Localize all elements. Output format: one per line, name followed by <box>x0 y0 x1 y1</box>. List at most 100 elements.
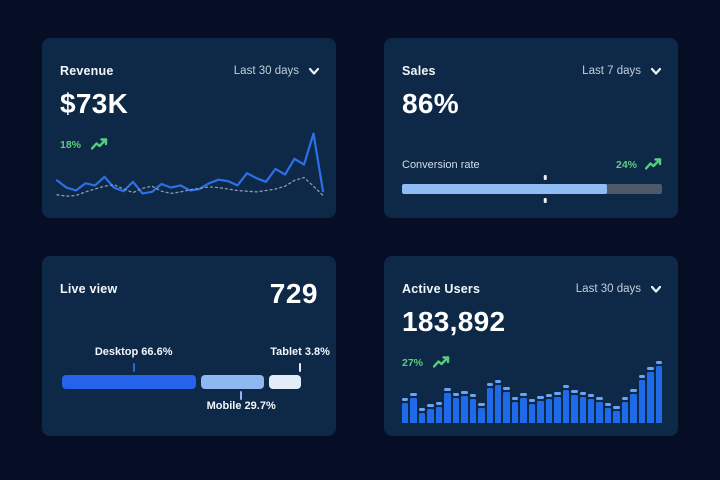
users-bar <box>503 387 510 423</box>
device-breakdown-chart: Desktop 66.6% Mobile 29.7% Tablet 3.8% <box>62 346 330 418</box>
users-bar-body <box>613 410 620 423</box>
conversion-rate-delta: 24% <box>616 158 662 171</box>
users-bar-body <box>537 400 544 423</box>
progress-marker-tick <box>543 175 547 180</box>
users-bar <box>655 361 663 423</box>
users-bar-cap <box>418 407 426 411</box>
device-bar <box>62 375 318 389</box>
conversion-rate-row: Conversion rate 24% <box>402 158 662 171</box>
users-bar-cap <box>647 367 654 371</box>
sales-card-title: Sales <box>402 64 436 78</box>
users-bar-cap <box>571 389 578 393</box>
trend-up-icon <box>645 158 662 170</box>
users-bar <box>554 392 561 423</box>
chevron-down-icon <box>650 285 662 293</box>
users-bar-body <box>554 397 561 423</box>
device-tick-tablet <box>299 363 302 372</box>
users-bar <box>579 392 586 423</box>
conversion-progress-bar[interactable] <box>402 175 662 203</box>
users-bar-cap <box>410 393 417 397</box>
users-bar <box>511 396 519 423</box>
users-bar <box>520 393 527 423</box>
active-users-range-label: Last 30 days <box>575 283 641 295</box>
users-bar <box>528 399 536 423</box>
users-bar-cap <box>621 396 629 400</box>
users-bar-cap <box>655 361 663 364</box>
users-bar-body <box>402 403 409 423</box>
users-bar-body <box>478 408 485 423</box>
device-segment-desktop[interactable] <box>62 375 197 389</box>
sales-delta-label: 24% <box>615 158 637 171</box>
users-bar-cap <box>486 383 493 387</box>
device-tick-mobile <box>240 391 243 400</box>
users-bar-body <box>579 397 586 423</box>
users-bar <box>494 379 502 423</box>
users-bar-cap <box>638 374 646 378</box>
active-users-delta: 27% <box>402 356 450 369</box>
sales-value: 86% <box>402 88 459 119</box>
active-users-range-dropdown[interactable]: Last 30 days <box>576 283 662 295</box>
line-series-current <box>55 132 325 195</box>
users-bar-body <box>486 388 493 423</box>
device-segment-mobile[interactable] <box>201 375 264 389</box>
revenue-range-dropdown[interactable]: Last 30 days <box>234 65 320 77</box>
users-bar-body <box>410 398 417 423</box>
users-bar-cap <box>503 387 510 391</box>
revenue-card: Revenue Last 30 days $73K 18% <box>42 38 336 218</box>
active-users-bar-chart <box>402 361 663 423</box>
users-bar-body <box>418 412 426 423</box>
users-bar-cap <box>494 379 502 383</box>
users-bar <box>427 404 434 423</box>
users-bar <box>604 403 612 423</box>
users-bar-cap <box>469 394 477 398</box>
chevron-down-icon <box>650 67 662 75</box>
users-bar-cap <box>478 403 485 407</box>
users-bar-cap <box>402 398 409 402</box>
users-bar <box>621 396 629 423</box>
users-bar-body <box>452 398 460 423</box>
device-tick-desktop <box>132 363 135 372</box>
chevron-down-icon <box>308 67 320 75</box>
users-bar-cap <box>537 395 544 399</box>
users-bar <box>638 374 646 423</box>
users-bar <box>486 383 493 423</box>
sales-range-dropdown[interactable]: Last 7 days <box>582 65 662 77</box>
users-bar-cap <box>587 394 595 398</box>
users-bar-cap <box>461 390 468 394</box>
users-bar-body <box>469 399 477 423</box>
line-series-previous <box>56 176 324 197</box>
active-users-value: 183,892 <box>402 306 506 337</box>
revenue-line-chart <box>55 130 325 202</box>
users-bar <box>596 396 603 423</box>
users-bar <box>444 388 451 423</box>
users-bar-body <box>503 392 510 423</box>
users-bar-cap <box>427 404 434 408</box>
users-bar-body <box>528 404 536 423</box>
device-label-mobile: Mobile 29.7% <box>206 400 276 412</box>
users-bar-cap <box>511 396 519 400</box>
users-bar-body <box>545 399 553 423</box>
users-bar-body <box>435 406 443 423</box>
revenue-range-label: Last 30 days <box>233 65 299 77</box>
progress-track <box>402 184 662 194</box>
users-bar-cap <box>596 396 603 400</box>
users-bar-cap <box>604 403 612 407</box>
active-users-card-title: Active Users <box>402 282 481 296</box>
live-view-card-title: Live view <box>60 282 118 296</box>
users-bar <box>562 384 570 423</box>
users-bar-body <box>647 372 654 423</box>
users-bar <box>469 394 477 423</box>
users-bar-body <box>630 393 637 423</box>
device-label-desktop: Desktop 66.6% <box>94 346 173 358</box>
users-bar-body <box>655 366 663 423</box>
users-bar <box>435 401 443 423</box>
users-bar-cap <box>579 392 586 395</box>
users-bar-body <box>520 398 527 423</box>
users-bar-body <box>596 401 603 423</box>
users-bar <box>478 403 485 423</box>
users-bar-cap <box>528 399 536 403</box>
users-bar <box>630 388 637 423</box>
device-segment-tablet[interactable] <box>268 375 301 389</box>
users-bar <box>537 395 544 423</box>
users-bar <box>571 389 578 423</box>
